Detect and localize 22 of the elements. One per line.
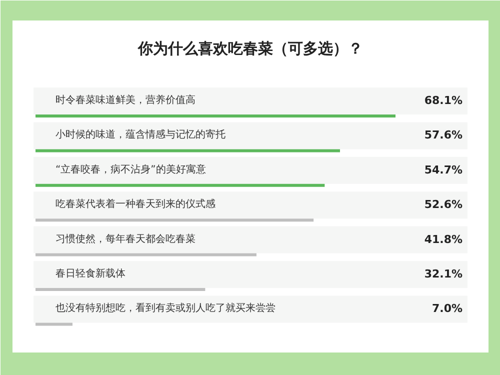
data-label: 7.0%: [432, 302, 463, 316]
data-label: 32.1%: [424, 268, 463, 280]
bar: [36, 218, 314, 222]
y-tick-label: 也没有特别想吃，看到有卖或别人吃了就买来尝尝: [56, 302, 276, 314]
bar: [36, 253, 256, 256]
bar: [36, 114, 396, 118]
data-label: 41.8%: [424, 232, 463, 246]
bar: [36, 149, 340, 152]
y-tick-label: 习惯使然，每年春天都会吃春菜: [56, 232, 196, 245]
bar: [36, 322, 73, 326]
data-label: 57.6%: [424, 128, 463, 142]
y-tick-label: 春日轻食新载体: [56, 268, 126, 280]
chart-title: 你为什么喜欢吃春菜（可多选）？: [137, 40, 363, 58]
bar: [36, 288, 206, 291]
data-label: 54.7%: [424, 163, 463, 176]
y-tick-label: 时令春菜味道鲜美，营养价值高: [56, 94, 196, 106]
y-tick-label: “立春咬春，病不沾身”的美好寓意: [56, 163, 206, 176]
y-tick-label: 吃春菜代表着一种春天到来的仪式感: [56, 198, 216, 210]
y-tick-label: 小时候的味道，蕴含情感与记忆的寄托: [56, 128, 226, 141]
bar: [36, 184, 325, 187]
data-label: 52.6%: [424, 198, 463, 212]
data-label: 68.1%: [424, 94, 463, 107]
